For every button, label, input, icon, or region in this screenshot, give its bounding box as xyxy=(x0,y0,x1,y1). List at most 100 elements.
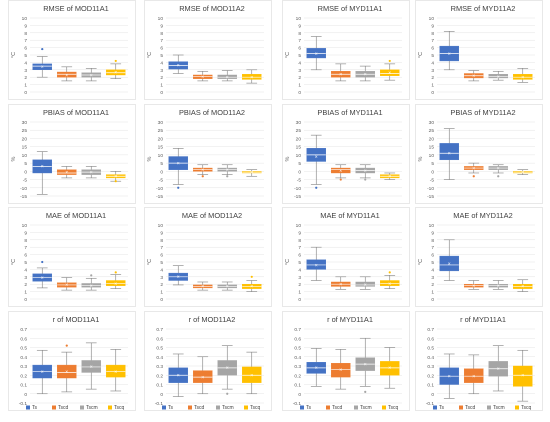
box-tscq: × xyxy=(379,59,400,81)
mean-marker: × xyxy=(315,154,318,160)
y-tick-label: -0.1 xyxy=(19,401,28,407)
box-tscm: × xyxy=(355,337,376,393)
legend-label: Tscq xyxy=(388,405,399,411)
y-tick-label: 3 xyxy=(298,68,301,74)
y-tick-label: 8 xyxy=(298,238,301,244)
iqr-box xyxy=(56,169,77,175)
legend-label: Tscq xyxy=(521,405,532,411)
iqr-box xyxy=(56,71,77,78)
y-tick-label: 0.3 xyxy=(20,364,27,370)
y-tick-label: 0 xyxy=(24,297,27,303)
box-ts: × xyxy=(306,246,327,281)
mean-marker: × xyxy=(226,366,229,372)
chart-panel: PBIAS of MOD11A1 -15 -10 -5 0 5 10 15 20 25 30% × × ×… xyxy=(8,104,136,204)
iqr-box xyxy=(355,281,376,287)
y-tick-label: 30 xyxy=(429,120,435,126)
chart-panel: RMSE of MYD11A2 01 23 456 78 910 °C × × × × xyxy=(415,0,543,100)
y-tick-label: 0 xyxy=(160,392,163,398)
y-tick-label: 5 xyxy=(160,260,163,266)
box-tscd: × xyxy=(192,70,213,82)
mean-marker: × xyxy=(201,74,204,80)
y-axis-label: °C xyxy=(418,52,424,58)
y-tick-label: 10 xyxy=(429,16,435,22)
y-tick-label: -5 xyxy=(297,178,302,184)
mean-marker: × xyxy=(65,73,68,79)
y-tick-label: 8 xyxy=(160,31,163,37)
y-tick-label: 25 xyxy=(296,128,302,134)
y-tick-label: 3 xyxy=(298,275,301,281)
y-tick-label: 25 xyxy=(429,128,435,134)
y-tick-label: 0.1 xyxy=(427,383,434,389)
y-tick-label: 0 xyxy=(298,392,301,398)
chart-panel: r of MYD11A1 -0.1 0 0.1 0.2 0.3 0.4 0.5 0.6 0.7 × ×… xyxy=(282,311,410,411)
outlier-point xyxy=(226,392,229,395)
mean-marker: × xyxy=(364,283,367,289)
y-tick-label: -10 xyxy=(20,186,27,192)
mean-marker: × xyxy=(315,263,318,269)
y-tick-label: 30 xyxy=(296,120,302,126)
box-ts: × xyxy=(439,128,460,180)
y-tick-label: 7 xyxy=(24,245,27,251)
chart-panel: r of MOD11A1 -0.1 0 0.1 0.2 0.3 0.4 0.5 0.6 0.7 × ×… xyxy=(8,311,136,411)
y-tick-label: 9 xyxy=(24,23,27,29)
y-tick-label: 3 xyxy=(160,68,163,74)
y-tick-label: 0.3 xyxy=(156,364,163,370)
outlier-point xyxy=(226,175,229,178)
legend-swatch xyxy=(80,405,84,410)
mean-marker: × xyxy=(497,283,500,289)
legend-label: Ts xyxy=(439,405,445,411)
y-tick-label: 0.3 xyxy=(427,364,434,370)
y-tick-label: 15 xyxy=(429,145,435,151)
iqr-box xyxy=(105,280,126,286)
iqr-box xyxy=(330,167,351,174)
mean-marker: × xyxy=(448,51,451,57)
mean-marker: × xyxy=(521,75,524,81)
mean-marker: × xyxy=(315,366,318,372)
y-tick-label: 30 xyxy=(158,120,164,126)
box-ts: × xyxy=(439,31,460,71)
panel-frame xyxy=(282,104,410,204)
outlier-point xyxy=(114,59,117,63)
y-tick-label: 20 xyxy=(22,136,28,142)
y-tick-label: 0 xyxy=(431,169,434,175)
y-tick-label: 20 xyxy=(158,136,164,142)
y-tick-label: 10 xyxy=(22,223,28,229)
panel-frame xyxy=(144,311,272,411)
mean-marker: × xyxy=(226,167,229,173)
y-tick-label: 7 xyxy=(431,245,434,251)
legend-label: Tscd xyxy=(58,405,69,411)
mean-marker: × xyxy=(114,174,117,180)
mean-marker: × xyxy=(497,166,500,172)
panel-title: PBIAS of MYD11A2 xyxy=(450,108,515,117)
y-tick-label: 0 xyxy=(431,392,434,398)
mean-marker: × xyxy=(388,71,391,77)
mean-marker: × xyxy=(41,65,44,71)
y-tick-label: 3 xyxy=(24,68,27,74)
y-tick-label: 6 xyxy=(298,253,301,259)
y-tick-label: -0.1 xyxy=(426,401,435,407)
chart-panel: RMSE of MOD11A1 01 23 456 78 910 °C × × × × xyxy=(8,0,136,100)
y-tick-label: 10 xyxy=(429,153,435,159)
mean-marker: × xyxy=(41,275,44,281)
y-tick-label: 0 xyxy=(298,297,301,303)
y-tick-label: 5 xyxy=(24,260,27,266)
iqr-box xyxy=(379,361,400,376)
panel-title: RMSE of MYD11A2 xyxy=(451,4,516,13)
outlier-point xyxy=(364,390,367,393)
iqr-box xyxy=(306,259,327,270)
legend-swatch xyxy=(459,405,463,410)
outlier-point xyxy=(339,178,342,181)
mean-marker: × xyxy=(339,368,342,374)
y-tick-label: -15 xyxy=(20,194,27,200)
y-tick-label: 6 xyxy=(431,46,434,52)
y-tick-label: 0.6 xyxy=(20,336,27,342)
iqr-box xyxy=(463,368,484,383)
panel-title: MAE of MYD11A1 xyxy=(320,211,379,220)
y-tick-label: 10 xyxy=(296,223,302,229)
box-tscm: × xyxy=(217,164,238,178)
y-tick-label: 6 xyxy=(431,253,434,259)
y-tick-label: 2 xyxy=(160,75,163,81)
legend-swatch xyxy=(162,405,166,410)
box-tscd: × xyxy=(463,280,484,290)
